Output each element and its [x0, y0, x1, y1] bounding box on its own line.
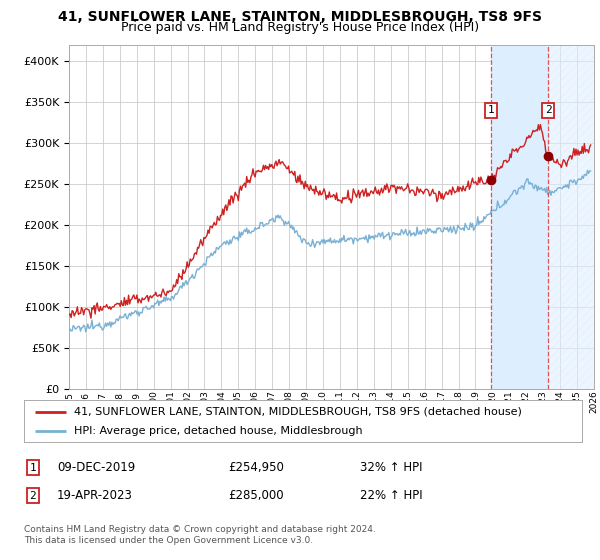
- Text: 2: 2: [29, 491, 37, 501]
- Text: Price paid vs. HM Land Registry's House Price Index (HPI): Price paid vs. HM Land Registry's House …: [121, 21, 479, 34]
- Bar: [491, 45, 548, 389]
- Text: 22% ↑ HPI: 22% ↑ HPI: [360, 489, 422, 502]
- Text: £254,950: £254,950: [228, 461, 284, 474]
- Text: 41, SUNFLOWER LANE, STAINTON, MIDDLESBROUGH, TS8 9FS: 41, SUNFLOWER LANE, STAINTON, MIDDLESBRO…: [58, 10, 542, 24]
- Text: 09-DEC-2019: 09-DEC-2019: [57, 461, 135, 474]
- Text: £285,000: £285,000: [228, 489, 284, 502]
- Text: Contains HM Land Registry data © Crown copyright and database right 2024.
This d: Contains HM Land Registry data © Crown c…: [24, 525, 376, 545]
- Text: HPI: Average price, detached house, Middlesbrough: HPI: Average price, detached house, Midd…: [74, 426, 363, 436]
- Text: 1: 1: [29, 463, 37, 473]
- Text: 41, SUNFLOWER LANE, STAINTON, MIDDLESBROUGH, TS8 9FS (detached house): 41, SUNFLOWER LANE, STAINTON, MIDDLESBRO…: [74, 407, 522, 417]
- Text: 2: 2: [545, 105, 551, 115]
- Text: 19-APR-2023: 19-APR-2023: [57, 489, 133, 502]
- Text: 32% ↑ HPI: 32% ↑ HPI: [360, 461, 422, 474]
- Text: 1: 1: [488, 105, 494, 115]
- Bar: [548, 45, 594, 389]
